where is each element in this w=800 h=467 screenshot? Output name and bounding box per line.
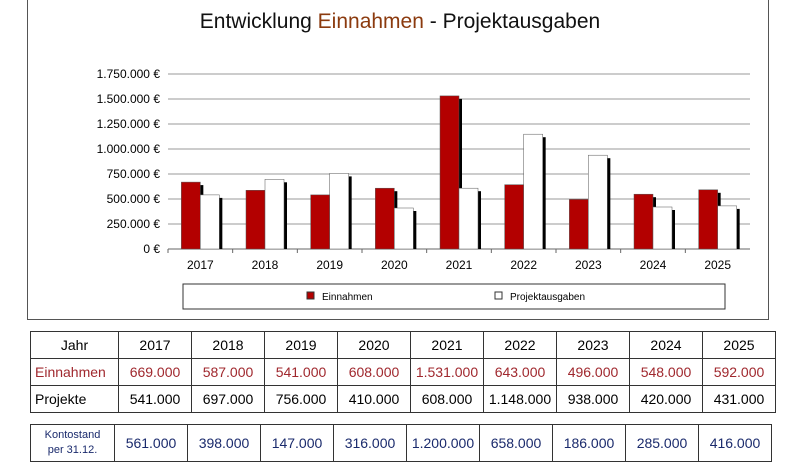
bar-einnahmen (698, 189, 718, 250)
bar-projektausgaben (523, 133, 543, 250)
header-cell: 2017 (118, 331, 192, 359)
kontostand-cell: 147.000 (260, 424, 334, 462)
bar-einnahmen (375, 187, 395, 250)
bar-projektausgaben (588, 154, 608, 250)
header-cell: 2021 (410, 331, 484, 359)
einnahmen-cell: 496.000 (556, 358, 630, 386)
bar-projektausgaben (264, 179, 285, 250)
header-cell: 2024 (629, 331, 703, 359)
bar-einnahmen (633, 193, 654, 250)
bar-projektausgaben (329, 173, 349, 250)
einnahmen-cell: 669.000 (118, 358, 192, 386)
y-tick-label: 1.500.000 € (97, 92, 161, 106)
x-tick-label: 2023 (575, 258, 602, 272)
header-cell: 2018 (191, 331, 265, 359)
y-tick-label: 1.000.000 € (97, 142, 161, 156)
y-tick-label: 1.250.000 € (97, 117, 161, 131)
projekte-cell: 697.000 (191, 385, 265, 413)
x-tick-label: 2025 (704, 258, 731, 272)
projekte-cell: 756.000 (264, 385, 338, 413)
projekte-cell: 431.000 (702, 385, 776, 413)
legend-box (182, 283, 726, 310)
bar-einnahmen (569, 199, 589, 250)
kontostand-table: Kontostand per 31.12. 561.000 398.000 147.00… (30, 424, 772, 462)
x-tick-label: 2021 (446, 258, 473, 272)
kontostand-cell: 416.000 (698, 424, 772, 462)
y-tick-label: 1.750.000 € (97, 67, 161, 81)
kontostand-cell: 1.200.000 (406, 424, 480, 462)
einnahmen-cell: 541.000 (264, 358, 338, 386)
einnahmen-cell: 608.000 (337, 358, 411, 386)
bar-einnahmen (181, 181, 201, 250)
y-tick-label: 750.000 € (107, 167, 161, 181)
kontostand-label: Kontostand per 31.12. (30, 424, 115, 462)
chart-frame (27, 0, 769, 320)
x-tick-label: 2019 (316, 258, 343, 272)
projekte-label: Projekte (30, 385, 119, 413)
header-cell: 2025 (702, 331, 776, 359)
bar-einnahmen (439, 95, 460, 250)
legend-label: Einnahmen (322, 292, 373, 303)
einnahmen-label: Einnahmen (30, 358, 119, 386)
header-cell: 2020 (337, 331, 411, 359)
title-part: Entwicklung (199, 10, 318, 33)
kontostand-cell: 561.000 (114, 424, 188, 462)
chart-title: Entwicklung Einnahmen - Projektausgaben (0, 10, 800, 34)
einnahmen-cell: 592.000 (702, 358, 776, 386)
bar-einnahmen (504, 184, 524, 250)
kontostand-cell: 186.000 (552, 424, 626, 462)
legend-swatch (494, 291, 503, 300)
einnahmen-cell: 643.000 (483, 358, 557, 386)
header-cell: 2019 (264, 331, 338, 359)
legend-label: Projektausgaben (510, 292, 585, 303)
projekte-cell: 938.000 (556, 385, 630, 413)
einnahmen-cell: 548.000 (629, 358, 703, 386)
bar-projektausgaben (717, 205, 737, 250)
bar-projektausgaben (394, 207, 414, 250)
y-tick-label: 250.000 € (107, 217, 161, 231)
projekte-cell: 541.000 (118, 385, 192, 413)
data-table: Jahr 2017 2018 2019 2020 2021 2022 2023 2024 2025… (30, 331, 776, 413)
bar-projektausgaben (652, 206, 673, 250)
bar-einnahmen (310, 194, 330, 250)
projekte-cell: 1.148.000 (483, 385, 557, 413)
kontostand-cell: 398.000 (187, 424, 261, 462)
bar-projektausgaben (458, 187, 479, 250)
legend-swatch (306, 291, 315, 300)
projekte-cell: 420.000 (629, 385, 703, 413)
x-tick-label: 2017 (187, 258, 214, 272)
y-tick-label: 0 € (143, 242, 160, 256)
projekte-cell: 410.000 (337, 385, 411, 413)
x-tick-label: 2020 (381, 258, 408, 272)
x-tick-label: 2018 (252, 258, 279, 272)
title-accent: Einnahmen (317, 10, 424, 33)
kontostand-cell: 316.000 (333, 424, 407, 462)
einnahmen-cell: 1.531.000 (410, 358, 484, 386)
bar-projektausgaben (200, 194, 220, 250)
x-tick-label: 2024 (640, 258, 667, 272)
x-tick-label: 2022 (510, 258, 537, 272)
kontostand-cell: 658.000 (479, 424, 553, 462)
einnahmen-cell: 587.000 (191, 358, 265, 386)
bar-einnahmen (245, 190, 266, 250)
projekte-cell: 608.000 (410, 385, 484, 413)
kontostand-cell: 285.000 (625, 424, 699, 462)
header-cell: 2022 (483, 331, 557, 359)
header-label: Jahr (30, 331, 119, 359)
bar-chart: 0 € 250.000 € 500.000 € 750.000 € 1.000.000 … (97, 67, 750, 310)
header-cell: 2023 (556, 331, 630, 359)
title-part: - Projektausgaben (423, 10, 601, 33)
y-tick-label: 500.000 € (107, 192, 161, 206)
